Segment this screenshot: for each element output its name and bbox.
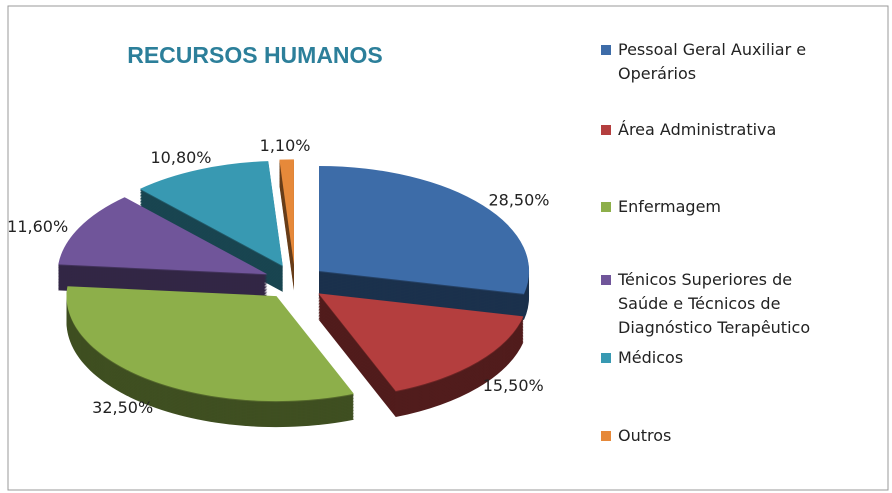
legend-label: Enfermagem <box>618 197 721 216</box>
legend-label-line: Saúde e Técnicos de <box>618 294 786 313</box>
legend-label-line: Médicos <box>618 348 683 367</box>
slice <box>139 161 283 266</box>
legend-label-line: Área Administrativa <box>618 120 776 139</box>
data-label: 11,60% <box>7 217 68 236</box>
legend-swatch <box>601 353 611 363</box>
legend-label-line: Diagnóstico Terapêutico <box>618 318 810 337</box>
legend-swatch <box>601 275 611 285</box>
legend-label: Área Administrativa <box>618 120 776 139</box>
legend-label: Médicos <box>618 348 683 367</box>
data-label: 28,50% <box>488 190 549 209</box>
legend-label: Pessoal Geral Auxiliar e Operários <box>618 40 811 83</box>
legend-label: Outros <box>618 426 671 445</box>
data-label: 1,10% <box>260 136 311 155</box>
legend-label-line: Ténicos Superiores de <box>617 270 797 289</box>
legend-label-line: Enfermagem <box>618 197 721 216</box>
legend-label-line: Pessoal Geral Auxiliar e <box>618 40 811 59</box>
legend-swatch <box>601 125 611 135</box>
slice <box>279 159 294 265</box>
data-label: 10,80% <box>151 148 212 167</box>
legend-swatch <box>601 431 611 441</box>
slice <box>318 293 524 392</box>
chart-title: RECURSOS HUMANOS <box>127 42 383 68</box>
legend-label: Ténicos Superiores de Saúde e Técnicos d… <box>617 270 810 337</box>
legend-swatch <box>601 202 611 212</box>
legend-label-line: Operários <box>618 64 696 83</box>
legend-label-line: Outros <box>618 426 671 445</box>
slice <box>319 165 530 294</box>
data-label: 15,50% <box>483 376 544 395</box>
legend-swatch <box>601 45 611 55</box>
data-label: 32,50% <box>92 398 153 417</box>
slice <box>58 197 268 275</box>
slice <box>66 286 354 402</box>
